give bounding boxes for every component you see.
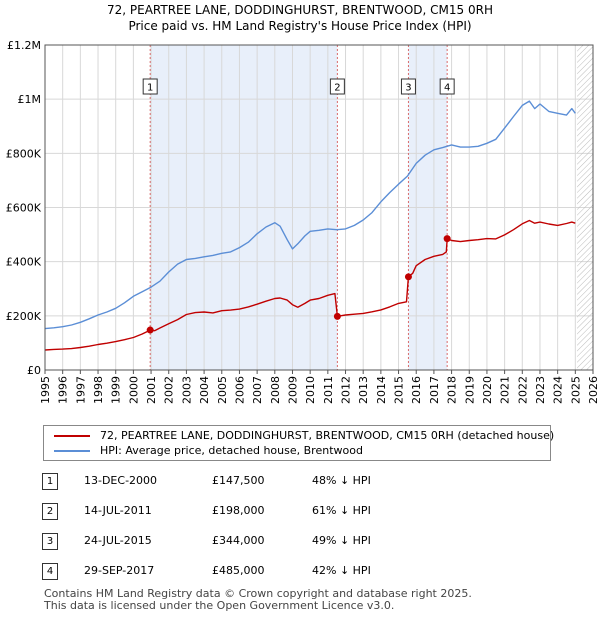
sale-marker: 3 [42,533,58,550]
forecast-hatch [577,45,593,370]
sale-point [404,273,412,281]
x-tick-label: 2011 [322,376,335,404]
x-tick-label: 2001 [145,376,158,404]
sale-hpi-diff: 61% ↓ HPI [312,504,371,517]
sale-marker-label: 2 [334,83,340,94]
x-tick-label: 2014 [375,376,388,404]
plot-border [44,44,594,371]
x-tick-label: 2025 [569,376,582,404]
legend-label-hpi: HPI: Average price, detached house, Bren… [100,444,363,457]
sale-marker-label: 4 [444,83,450,94]
series-line-hpi [45,100,576,330]
sale-row: 1 13-DEC-2000 £147,500 48% ↓ HPI [0,472,600,490]
y-tick-label: £0 [27,364,41,377]
x-tick-label: 2026 [587,376,600,404]
sale-date: 24-JUL-2015 [84,534,152,547]
y-tick-label: £1M [18,93,42,106]
sale-row: 3 24-JUL-2015 £344,000 49% ↓ HPI [0,532,600,550]
x-tick-label: 1995 [39,376,52,404]
sale-marker-box [329,78,345,95]
footer-copyright: Contains HM Land Registry data © Crown c… [44,587,472,600]
x-tick-label: 2019 [463,376,476,404]
sale-date: 13-DEC-2000 [84,474,158,487]
sale-marker-box [142,78,158,95]
sale-date: 29-SEP-2017 [84,564,155,577]
chart-title: 72, PEARTREE LANE, DODDINGHURST, BRENTWO… [0,2,600,34]
sale-price: £485,000 [212,564,265,577]
footer: Contains HM Land Registry data © Crown c… [44,588,472,612]
chart-title-line-1: 72, PEARTREE LANE, DODDINGHURST, BRENTWO… [107,3,493,17]
x-tick-label: 2023 [534,376,547,404]
y-tick-label: £400K [6,256,42,269]
x-tick-label: 2017 [428,376,441,404]
x-tick-label: 2003 [180,376,193,404]
x-tick-label: 2009 [286,376,299,404]
sale-marker-label: 1 [147,83,153,94]
x-tick-label: 2013 [357,376,370,404]
x-tick-label: 2002 [163,376,176,404]
sale-marker-label: 3 [405,83,411,94]
x-tick-label: 2010 [304,376,317,404]
sale-marker: 4 [42,563,58,580]
y-tick-label: £600K [6,202,42,215]
y-tick-label: £1.2M [7,39,41,52]
x-tick-label: 2022 [516,376,529,404]
sale-hpi-diff: 48% ↓ HPI [312,474,371,487]
x-tick-label: 2007 [251,376,264,404]
legend-item-property: 72, PEARTREE LANE, DODDINGHURST, BRENTWO… [54,428,554,443]
price-chart: 1 2 3 4 £0 £200K £400K £600K £800K £1M £1.2M 1995 1… [6,39,600,404]
sale-marker: 2 [42,503,58,520]
x-tick-label: 2006 [233,376,246,404]
sale-price: £198,000 [212,504,265,517]
x-tick-label: 1999 [110,376,123,404]
sale-marker-box [439,78,455,95]
sale-row: 2 14-JUL-2011 £198,000 61% ↓ HPI [0,502,600,520]
x-tick-label: 1998 [92,376,105,404]
x-tick-label: 2024 [552,376,565,404]
sale-marker-box [400,78,416,95]
y-tick-label: £800K [6,147,42,160]
sale-row: 4 29-SEP-2017 £485,000 42% ↓ HPI [0,562,600,580]
x-tick-label: 2008 [269,376,282,404]
sale-hpi-diff: 49% ↓ HPI [312,534,371,547]
legend: 72, PEARTREE LANE, DODDINGHURST, BRENTWO… [43,425,554,461]
x-tick-label: 1997 [74,376,87,404]
x-tick-label: 2016 [410,376,423,404]
legend-item-hpi: HPI: Average price, detached house, Bren… [54,443,363,458]
x-tick-label: 2018 [446,376,459,404]
sale-price: £147,500 [212,474,265,487]
footer-licence: This data is licensed under the Open Gov… [44,599,395,612]
x-tick-label: 2004 [198,376,211,404]
sale-point [333,312,341,320]
sale-point [443,235,451,243]
y-tick-label: £200K [6,310,42,323]
chart-title-line-2: Price paid vs. HM Land Registry's House … [128,19,472,33]
x-tick-label: 2021 [499,376,512,404]
sale-hpi-diff: 42% ↓ HPI [312,564,371,577]
sale-point [146,326,154,334]
legend-label-property: 72, PEARTREE LANE, DODDINGHURST, BRENTWO… [100,429,555,442]
x-tick-label: 1996 [57,376,70,404]
x-tick-label: 2012 [340,376,353,404]
sale-date: 14-JUL-2011 [84,504,152,517]
x-tick-label: 2000 [127,376,140,404]
x-tick-label: 2015 [393,376,406,404]
x-tick-label: 2020 [481,376,494,404]
x-tick-label: 2005 [216,376,229,404]
legend-swatch-hpi [54,450,90,452]
sale-marker: 1 [42,473,58,490]
legend-swatch-property [54,435,90,437]
sale-price: £344,000 [212,534,265,547]
